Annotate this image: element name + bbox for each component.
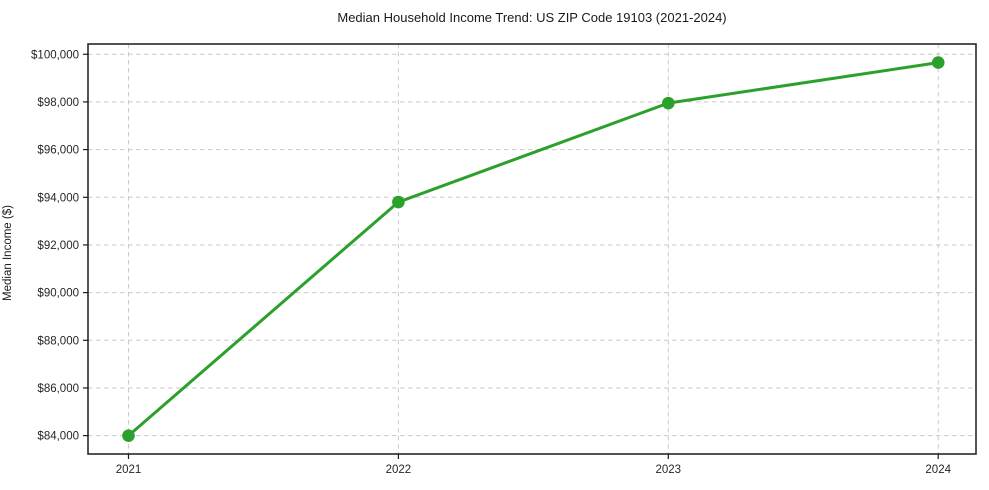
income-trend-line: [126, 61, 940, 438]
y-tick-label: $94,000: [37, 192, 79, 204]
y-tick-label: $98,000: [37, 97, 79, 109]
y-tick-label: $88,000: [37, 335, 79, 347]
data-point-marker: [931, 56, 945, 69]
y-tick-label: $92,000: [37, 240, 79, 252]
y-tick-label: $86,000: [37, 383, 79, 395]
x-tick-label: 2024: [925, 464, 951, 476]
x-tick-label: 2021: [116, 464, 142, 476]
data-point-marker: [122, 429, 135, 442]
plot-border: [87, 43, 977, 455]
data-point-marker: [662, 96, 675, 110]
x-tick-label: 2023: [656, 464, 682, 476]
x-tick-label: 2022: [386, 464, 412, 476]
y-tick-label: $84,000: [37, 431, 79, 443]
y-tick-label: $100,000: [31, 49, 79, 61]
chart-title: Median Household Income Trend: US ZIP Co…: [337, 10, 727, 25]
data-point-marker: [392, 195, 405, 209]
y-tick-label: $90,000: [37, 288, 79, 300]
y-tick-label: $96,000: [37, 145, 79, 157]
